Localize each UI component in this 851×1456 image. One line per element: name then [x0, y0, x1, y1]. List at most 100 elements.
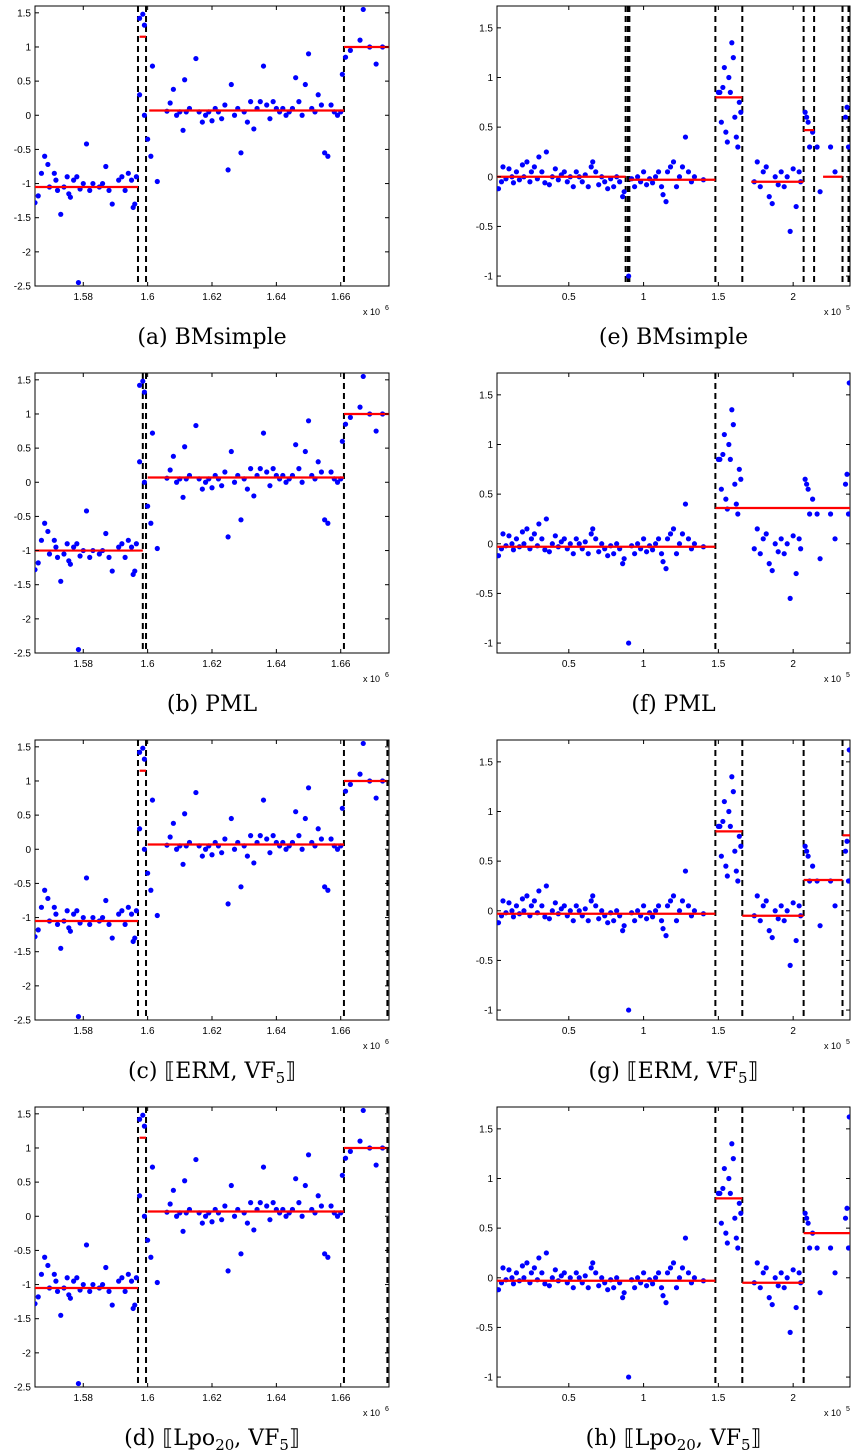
y-tick-label: 0.5 [479, 123, 493, 134]
x-tick-label: 1.64 [267, 292, 287, 303]
data-point [778, 1270, 784, 1276]
data-point [802, 109, 808, 115]
data-point [238, 884, 244, 890]
data-point [248, 466, 254, 472]
data-point [596, 916, 602, 922]
data-point [251, 126, 257, 132]
data-point [605, 920, 611, 926]
data-point [614, 1275, 620, 1281]
data-point [54, 1288, 61, 1294]
data-point [643, 182, 650, 188]
data-point [519, 162, 526, 168]
y-tick-label: 0 [25, 478, 31, 489]
data-point [347, 414, 353, 420]
y-tick-label: 0 [25, 111, 31, 122]
data-point [103, 897, 109, 904]
data-point [796, 536, 802, 542]
x-exponent: 5 [846, 1406, 850, 1413]
data-point [148, 1254, 154, 1260]
data-point [357, 1138, 363, 1144]
y-tick-label: -2 [22, 614, 31, 625]
data-point [775, 549, 781, 555]
plot-frame [34, 739, 390, 1021]
data-point [35, 200, 38, 206]
data-point [582, 539, 588, 545]
data-point [103, 530, 109, 537]
data-point [664, 536, 671, 542]
data-point [87, 554, 93, 560]
data-point [222, 469, 228, 475]
data-point [231, 846, 238, 852]
data-point [342, 1155, 349, 1161]
x-multiplier: x 10 [363, 1041, 380, 1051]
data-point [231, 1213, 238, 1219]
data-point [552, 166, 558, 172]
data-point [804, 1215, 810, 1221]
data-point [546, 1283, 552, 1289]
data-point [670, 159, 677, 165]
data-point [170, 86, 176, 92]
data-point [109, 1302, 115, 1308]
x-multiplier: x 10 [824, 307, 841, 317]
data-point [593, 1270, 599, 1276]
data-point [497, 1287, 502, 1293]
x-exponent: 5 [846, 1039, 850, 1046]
data-point [132, 935, 138, 941]
data-point [732, 114, 738, 120]
data-point [729, 774, 735, 780]
data-point [328, 102, 334, 108]
data-point [128, 177, 135, 183]
data-point [328, 836, 334, 842]
data-point [509, 908, 515, 914]
x-tick-label: 1.5 [711, 659, 725, 670]
data-point [125, 537, 131, 543]
data-point [238, 1251, 244, 1257]
data-point [732, 1215, 738, 1221]
data-point [793, 570, 799, 577]
data-point [621, 556, 627, 562]
data-point [570, 184, 576, 190]
data-point [54, 187, 61, 193]
data-point [605, 186, 611, 192]
data-point [667, 898, 674, 904]
data-point [720, 818, 726, 825]
data-point [640, 903, 647, 909]
data-point [270, 833, 276, 839]
data-point [667, 164, 674, 170]
data-point [567, 908, 573, 914]
data-point [141, 389, 148, 395]
data-point [626, 640, 632, 646]
data-point [58, 211, 64, 217]
data-point [593, 903, 599, 909]
panel-caption: (d) ⟦Lpo20, VF5⟧ [124, 1426, 300, 1454]
data-point [141, 756, 148, 762]
data-point [106, 1288, 112, 1294]
data-point [796, 1270, 802, 1276]
data-point [90, 914, 96, 921]
data-point [802, 843, 808, 849]
data-point [74, 541, 80, 547]
x-tick-label: 0.5 [562, 659, 576, 670]
data-point [51, 904, 57, 910]
data-point [99, 914, 106, 921]
data-point [318, 469, 325, 475]
y-tick-label: 0 [487, 172, 493, 183]
y-tick-label: -2 [22, 1348, 31, 1359]
data-point [536, 154, 542, 160]
data-point [299, 479, 305, 485]
data-point [685, 903, 692, 909]
x-tick-label: 1.58 [74, 1393, 94, 1404]
data-point [267, 850, 273, 856]
data-point [67, 561, 73, 567]
data-point [579, 179, 585, 185]
data-point [784, 908, 790, 914]
data-point [766, 194, 772, 200]
data-point [122, 1288, 128, 1294]
data-point [726, 808, 732, 815]
data-point [87, 1288, 93, 1294]
panel-c: 1.58 1.6 1.62 1.64 1.66 -2.5 -2 -1.5 -1 -0.5 0 0.5 1… [14, 739, 390, 1087]
data-point [35, 1294, 41, 1300]
data-point [691, 1275, 698, 1281]
x-tick-label: 1.66 [331, 659, 351, 670]
data-point [543, 1250, 549, 1256]
